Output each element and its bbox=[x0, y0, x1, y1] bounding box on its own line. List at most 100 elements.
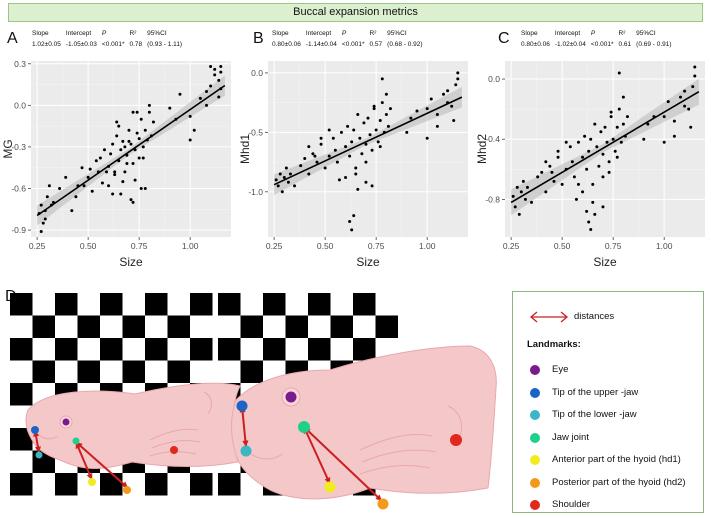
checker-square bbox=[145, 338, 168, 361]
x-tick-label: 1.00 bbox=[182, 241, 199, 251]
x-tick-label: 0.75 bbox=[131, 241, 148, 251]
y-tick-label: 0.3 bbox=[14, 59, 26, 69]
legend-item: Shoulder bbox=[513, 498, 703, 512]
data-point bbox=[315, 160, 319, 164]
stat-ci: (0.69 - 0.91) bbox=[636, 41, 672, 48]
data-point bbox=[556, 149, 560, 153]
data-point bbox=[86, 175, 90, 179]
legend-item-label: Tip of the lower -jaw bbox=[552, 409, 637, 420]
stat-r2: 0.78 bbox=[129, 41, 143, 48]
checker-square bbox=[190, 293, 213, 316]
data-point bbox=[607, 170, 611, 174]
checker-square bbox=[167, 315, 190, 338]
data-point bbox=[384, 92, 388, 96]
data-point bbox=[536, 175, 540, 179]
data-point bbox=[209, 84, 213, 88]
landmark-hyoid-posterior bbox=[377, 498, 389, 510]
data-point bbox=[517, 212, 521, 216]
checker-square bbox=[330, 315, 353, 338]
data-point bbox=[679, 95, 683, 99]
data-point bbox=[137, 137, 141, 141]
landmark-hyoid-anterior bbox=[88, 478, 96, 486]
x-tick-label: 0.50 bbox=[317, 241, 334, 251]
stat-intercept: -1.05±0.03 bbox=[65, 41, 97, 48]
data-point bbox=[119, 192, 123, 196]
legend-color-dot-icon bbox=[530, 387, 540, 398]
legend-item: Tip of the upper -jaw bbox=[513, 386, 703, 400]
checkerboard-left bbox=[10, 293, 213, 496]
data-point bbox=[121, 180, 125, 184]
data-point bbox=[327, 128, 331, 132]
data-point bbox=[552, 179, 556, 183]
checker-square bbox=[55, 338, 78, 361]
y-axis-label: Mhd2 bbox=[475, 134, 489, 164]
data-point bbox=[94, 159, 98, 163]
landmark-group bbox=[31, 387, 462, 510]
data-point bbox=[335, 160, 339, 164]
landmark-hyoid-posterior bbox=[123, 486, 131, 494]
data-point bbox=[425, 107, 429, 111]
x-tick-label: 0.50 bbox=[554, 241, 571, 251]
data-point bbox=[39, 229, 43, 233]
data-point bbox=[64, 175, 68, 179]
checker-square bbox=[145, 293, 168, 316]
data-point bbox=[131, 200, 135, 204]
data-point bbox=[74, 195, 78, 199]
data-point bbox=[693, 65, 697, 69]
data-point bbox=[348, 220, 352, 224]
checker-square bbox=[32, 360, 55, 383]
stat-slope: 0.80±0.06 bbox=[521, 41, 550, 48]
checker-square bbox=[263, 338, 286, 361]
data-point bbox=[43, 217, 47, 221]
data-point bbox=[585, 209, 589, 213]
data-point bbox=[456, 71, 460, 75]
stat-header-ci: 95%CI bbox=[387, 30, 407, 37]
data-point bbox=[354, 166, 358, 170]
data-point bbox=[282, 176, 286, 180]
data-point bbox=[372, 107, 376, 111]
legend-item-label: Eye bbox=[552, 364, 569, 375]
data-point bbox=[519, 190, 523, 194]
data-point bbox=[619, 140, 623, 144]
y-axis-label: Mhd1 bbox=[238, 134, 252, 164]
data-point bbox=[286, 180, 290, 184]
stat-header-r2: R² bbox=[129, 30, 137, 37]
distance-arrow bbox=[75, 441, 129, 489]
data-point bbox=[299, 164, 303, 168]
data-point bbox=[82, 184, 86, 188]
stat-p: <0.001* bbox=[101, 41, 125, 48]
checker-square bbox=[100, 338, 123, 361]
fish-small bbox=[25, 382, 241, 469]
distance-arrow bbox=[241, 405, 247, 448]
data-point bbox=[350, 228, 354, 232]
data-point bbox=[209, 65, 213, 69]
checker-square bbox=[77, 315, 100, 338]
data-point bbox=[576, 182, 580, 186]
data-point bbox=[642, 137, 646, 141]
data-point bbox=[319, 136, 323, 140]
scatter-chart-mg: 0.25 0.50 0.75 1.00 -0.9 -0.6 -0.3 0.0 0.3 Size MG bbox=[1, 59, 231, 269]
data-point bbox=[581, 155, 585, 159]
checker-square bbox=[190, 338, 213, 361]
landmark-hyoid-anterior bbox=[324, 481, 336, 493]
data-point bbox=[425, 136, 429, 140]
data-point bbox=[372, 104, 376, 108]
landmark-eye bbox=[62, 418, 70, 426]
regression-line bbox=[36, 84, 226, 217]
data-point bbox=[617, 107, 621, 111]
data-point bbox=[123, 145, 127, 149]
data-point bbox=[429, 97, 433, 101]
data-point bbox=[625, 115, 629, 119]
checker-square bbox=[122, 360, 145, 383]
panel-label-b: B bbox=[253, 30, 264, 47]
data-point bbox=[141, 156, 145, 160]
stat-header-intercept: Intercept bbox=[554, 30, 581, 37]
x-tick-label: 0.25 bbox=[266, 241, 283, 251]
legend-item: Tip of the lower -jaw bbox=[513, 408, 703, 422]
legend-landmarks-title: Landmarks: bbox=[527, 339, 581, 350]
legend-item-label: Posterior part of the hyoid (hd2) bbox=[552, 476, 686, 488]
data-point bbox=[386, 124, 390, 128]
data-point bbox=[415, 109, 419, 113]
data-point bbox=[662, 115, 666, 119]
legend-color-dot-icon bbox=[530, 432, 540, 443]
